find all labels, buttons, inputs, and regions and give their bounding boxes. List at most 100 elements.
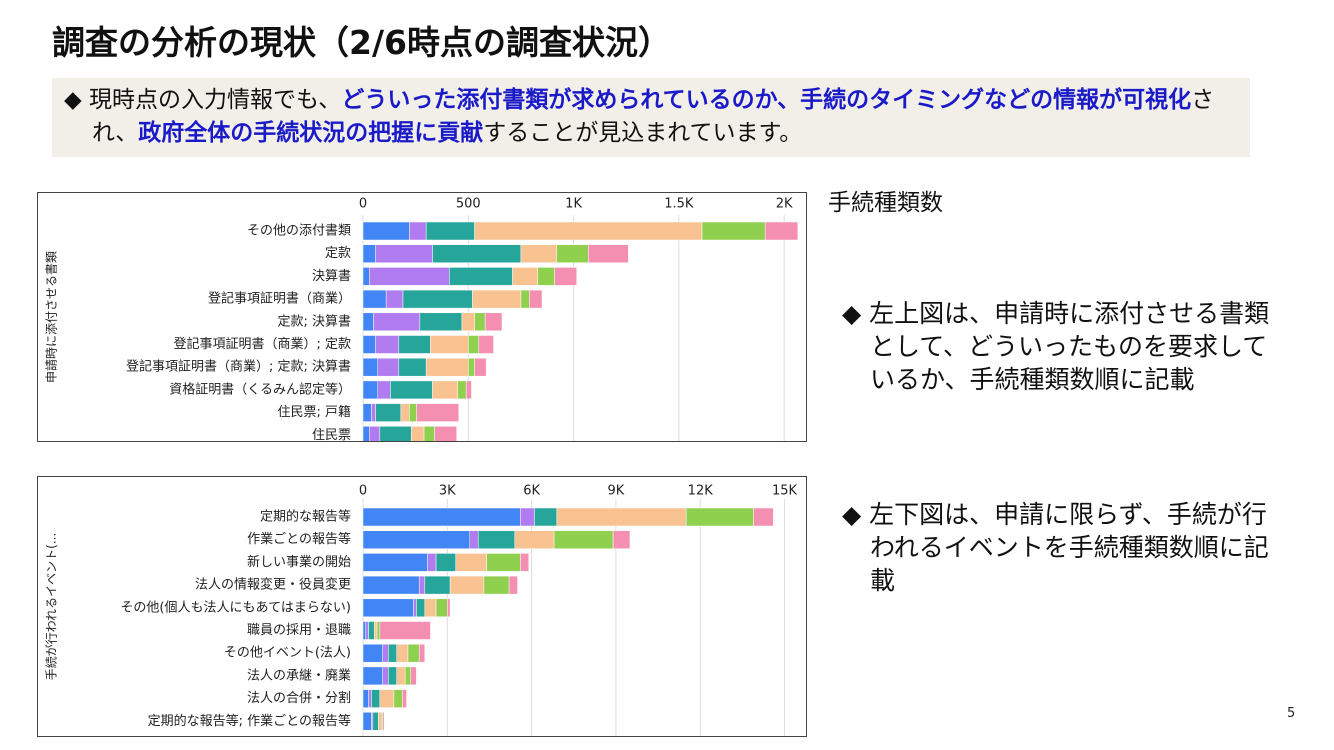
category-label: 定款; 決算書	[277, 314, 351, 329]
bar-segment	[362, 289, 387, 309]
bar-segment	[520, 289, 530, 309]
bar-segment	[478, 335, 494, 354]
bar-segment	[398, 357, 427, 377]
x-tick-label: 12K	[688, 484, 714, 499]
bar-segment	[385, 289, 404, 309]
bar-segment	[449, 575, 485, 595]
bar-segment	[701, 221, 766, 241]
bar-segment	[365, 621, 369, 640]
bar-segment	[376, 621, 381, 640]
bar-segment	[427, 553, 437, 572]
bar-segment	[371, 403, 376, 422]
category-label: 作業ごとの報告等	[247, 531, 351, 547]
category-label: 定期的な報告等; 作業ごとの報告等	[148, 713, 351, 729]
bar-segment	[382, 643, 389, 663]
summary-text: され、	[92, 87, 1215, 146]
category-label: 決算書	[312, 269, 351, 284]
bar-segment	[685, 507, 754, 527]
x-tick-label: 2K	[776, 197, 793, 212]
bar-segment	[416, 403, 460, 422]
bar-segment	[465, 380, 472, 400]
bar-segment	[362, 403, 372, 422]
x-tick-label: 0	[359, 484, 367, 499]
category-label: 登記事項証明書（商業）; 定款; 決算書	[126, 359, 351, 375]
bar-segment	[362, 244, 376, 263]
bar-segment	[373, 312, 421, 332]
category-label: 住民票; 戸籍	[277, 404, 351, 420]
bar-segment	[377, 380, 391, 400]
bar-segment	[457, 380, 467, 400]
bar-segment	[423, 426, 435, 441]
bar-segment	[362, 666, 383, 686]
bar-segment	[432, 380, 459, 400]
bar-segment	[447, 598, 451, 618]
category-label: 法人の情報変更・役員変更	[195, 577, 351, 593]
bar-segment	[404, 666, 412, 686]
bar-segment	[377, 357, 400, 377]
bar-segment	[362, 221, 410, 241]
bar-segment	[409, 221, 427, 241]
bar-segment	[508, 575, 518, 595]
chart-caption: 手続種類数	[828, 190, 943, 216]
bar-segment	[411, 426, 425, 441]
chart-panel: 0 500 1K 1.5K 2K 申請時に添付させる書類 その他の添付書類 定款 決算書 登記事項…	[37, 192, 807, 442]
x-tick-label: 0	[359, 197, 367, 212]
bar-segment	[477, 530, 515, 549]
bar-segment	[472, 289, 522, 309]
summary-text: することが見込まれています。	[483, 120, 803, 146]
x-tick-label: 1.5K	[664, 197, 694, 212]
bar-segment	[382, 712, 385, 731]
bar-segment	[484, 312, 503, 332]
bar-segment	[461, 312, 475, 332]
bar-segment	[588, 244, 629, 263]
bar-segment	[362, 598, 414, 618]
bar-segment	[388, 666, 397, 686]
bar-segment	[435, 553, 456, 572]
bar-segment	[379, 426, 412, 441]
bar-segment	[416, 598, 426, 618]
bar-segment	[435, 598, 448, 618]
bar-segment	[362, 621, 367, 640]
page-number: 5	[1287, 706, 1296, 721]
bar-segment	[369, 267, 450, 286]
bar-segment	[419, 312, 463, 332]
category-label: 法人の合併・分割	[247, 690, 351, 706]
bar-segment	[362, 507, 521, 527]
bar-segment	[520, 507, 535, 527]
bullet-text: ◆ 左上図は、申請時に添付させる書類として、どういったものを要求しているか、手続…	[842, 299, 1270, 394]
bar-segment	[486, 553, 521, 572]
bar-segment	[375, 244, 433, 263]
bar-segment	[556, 507, 687, 527]
x-tick-label: 6K	[523, 484, 540, 499]
bar-segment	[520, 553, 530, 572]
bar-segment	[362, 575, 420, 595]
category-label: 法人の承継・廃業	[247, 667, 351, 683]
category-label: その他(個人も法人にもあてはまらない)	[120, 600, 351, 615]
bar-segment	[373, 621, 378, 640]
bar-segment	[469, 530, 479, 549]
bar-segment	[483, 575, 510, 595]
bar-segment	[362, 530, 471, 549]
bar-segment	[753, 507, 774, 527]
bar-segment	[396, 643, 409, 663]
bar-segment	[612, 530, 631, 549]
bar-segment	[424, 575, 451, 595]
chart: 0 3K 6K 9K 12K 15K 手続が行われるイベント(... 定期的な報告等作業ごとの…	[44, 484, 798, 736]
bar-segment	[512, 267, 539, 286]
bar-segment	[432, 244, 522, 263]
bar-segment	[413, 598, 417, 618]
bar-segment	[362, 335, 376, 354]
bar-segment	[520, 244, 557, 263]
bar-segment	[362, 426, 370, 441]
bar-segment	[409, 403, 417, 422]
category-label: 定期的な報告等	[260, 509, 351, 525]
summary-text: ◆ 現時点の入力情報でも、	[64, 87, 342, 113]
category-label: 登記事項証明書（商業）; 定款	[173, 336, 351, 352]
bar-segment	[455, 553, 487, 572]
bar-segment	[537, 267, 555, 286]
emphasis-text: どういった添付書類が求められているのか、手続のタイミングなどの情報が可視化	[341, 87, 1192, 113]
x-tick-label: 1K	[565, 197, 582, 212]
bar-segment	[371, 689, 381, 708]
chart: 0 500 1K 1.5K 2K 申請時に添付させる書類 その他の添付書類定款決算書登記事項…	[45, 197, 799, 441]
